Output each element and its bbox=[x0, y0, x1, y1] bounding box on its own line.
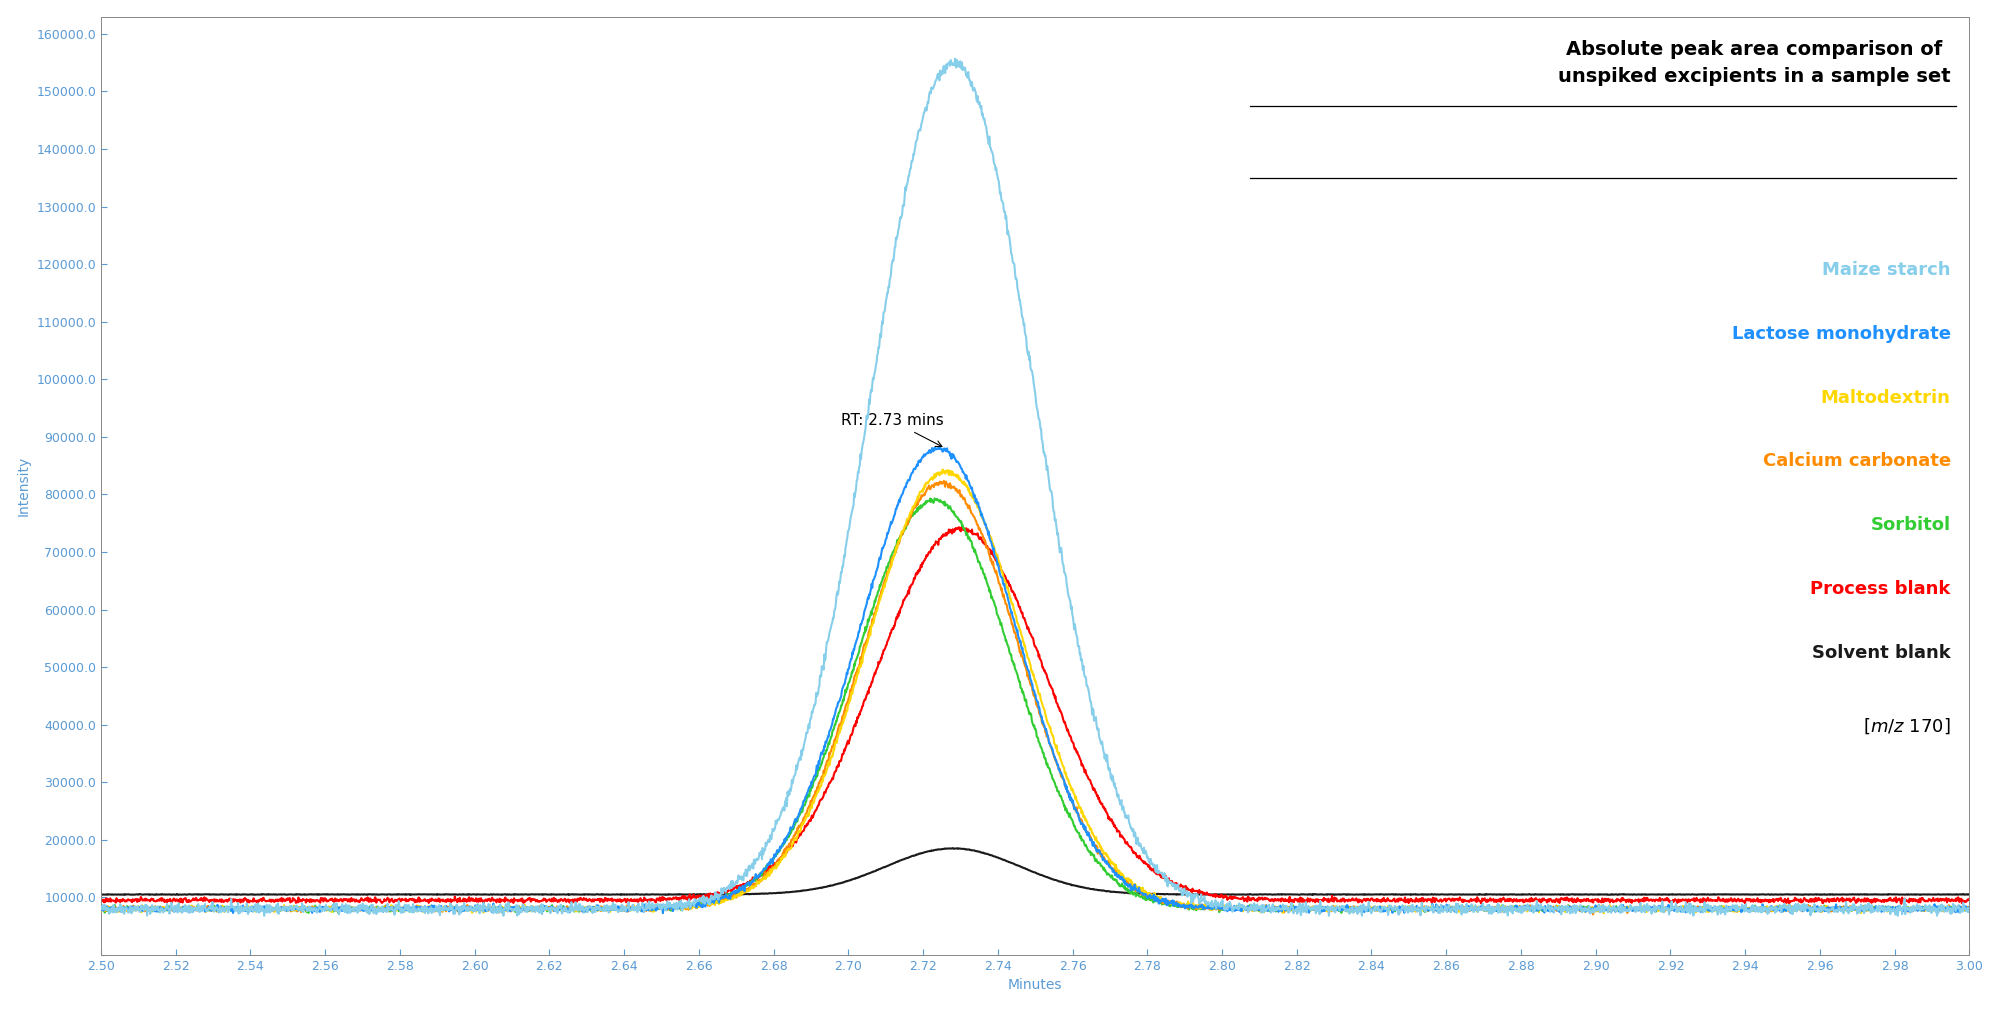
Text: RT: 2.73 mins: RT: 2.73 mins bbox=[840, 414, 944, 447]
Text: Lactose monohydrate: Lactose monohydrate bbox=[1732, 325, 1950, 343]
Text: Calcium carbonate: Calcium carbonate bbox=[1762, 452, 1950, 470]
Text: Sorbitol: Sorbitol bbox=[1870, 517, 1950, 534]
Text: [$m$/$z$ 170]: [$m$/$z$ 170] bbox=[1864, 716, 1950, 736]
Text: Absolute peak area comparison of
unspiked excipients in a sample set: Absolute peak area comparison of unspike… bbox=[1558, 40, 1950, 86]
Text: Solvent blank: Solvent blank bbox=[1812, 644, 1950, 662]
Text: Maize starch: Maize starch bbox=[1822, 261, 1950, 279]
Text: Maltodextrin: Maltodextrin bbox=[1820, 388, 1950, 407]
X-axis label: Minutes: Minutes bbox=[1008, 979, 1062, 992]
Text: Process blank: Process blank bbox=[1810, 580, 1950, 598]
Y-axis label: Intensity: Intensity bbox=[16, 456, 30, 516]
